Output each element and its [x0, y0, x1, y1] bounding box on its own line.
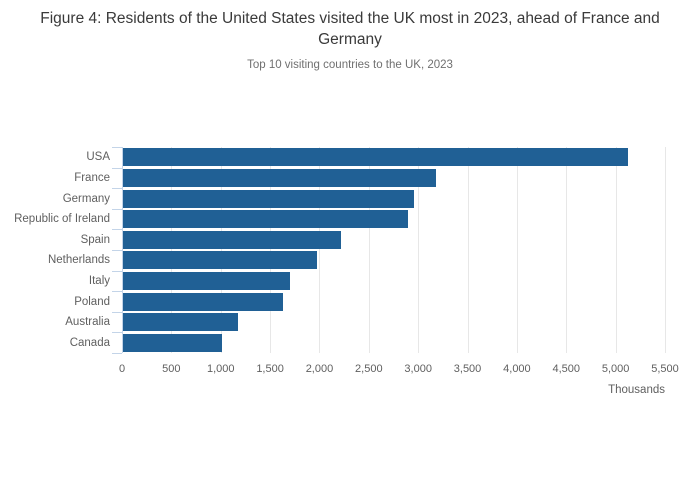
gridline [270, 147, 272, 353]
x-tick-label: 4,000 [503, 363, 531, 375]
gridline [665, 147, 666, 353]
bar [123, 230, 342, 249]
gridline [171, 147, 173, 353]
x-tick-label: 500 [162, 363, 181, 375]
bar [123, 333, 222, 352]
gridline [220, 147, 222, 353]
bar [123, 271, 290, 290]
bar [123, 148, 629, 167]
category-label: USA [86, 151, 110, 164]
category-label: Netherlands [47, 254, 110, 267]
y-axis-tick [112, 332, 122, 334]
y-axis-tick [112, 229, 122, 231]
y-axis-tick [112, 270, 122, 272]
x-tick-label: 3,500 [453, 363, 482, 375]
bar [123, 168, 436, 187]
x-tick-label: 1,500 [256, 363, 284, 375]
bar [123, 313, 238, 332]
x-tick-label: 5,500 [651, 363, 679, 375]
y-axis-tick [112, 208, 122, 210]
bar-chart-plot-area: USA France Germany Republic of Ireland Spain… [0, 147, 700, 447]
gridline [418, 147, 420, 353]
y-axis-line [122, 147, 123, 353]
x-tick-label: 2,500 [355, 363, 383, 375]
category-label: Australia [65, 316, 110, 329]
bar [123, 292, 283, 311]
x-tick-label: 4,500 [552, 363, 581, 375]
y-axis-tick [112, 188, 122, 190]
category-label: Germany [62, 192, 110, 205]
figure-title: Figure 4: Residents of the United States… [40, 10, 660, 48]
y-axis-tick [112, 353, 122, 354]
gridline [516, 147, 518, 353]
x-tick-label: 3,000 [404, 363, 432, 375]
x-tick-label: 1,000 [206, 363, 235, 375]
x-axis-unit-label: Thousands [608, 384, 665, 396]
y-axis-tick [112, 147, 122, 148]
bar [123, 210, 409, 229]
y-axis-tick [112, 311, 122, 313]
x-tick-label: 5,000 [601, 363, 630, 375]
x-tick-label: 0 [118, 363, 126, 375]
y-axis-tick [112, 167, 122, 169]
x-tick-label: 2,000 [305, 363, 334, 375]
category-label: Republic of Ireland [14, 213, 110, 226]
y-axis-tick [112, 250, 122, 251]
gridline [368, 147, 370, 353]
gridline [615, 147, 617, 353]
category-label: Italy [88, 274, 110, 287]
category-label: Spain [80, 233, 110, 246]
gridline [566, 147, 568, 353]
gridline [319, 147, 321, 353]
category-label: France [74, 171, 110, 184]
gridline [467, 147, 469, 353]
category-label: Poland [74, 295, 110, 308]
y-axis-tick [112, 291, 122, 293]
bar [123, 251, 317, 270]
bar [123, 189, 415, 208]
figure-subtitle: Top 10 visiting countries to the UK, 202… [247, 59, 453, 71]
category-label: Canada [69, 336, 110, 349]
